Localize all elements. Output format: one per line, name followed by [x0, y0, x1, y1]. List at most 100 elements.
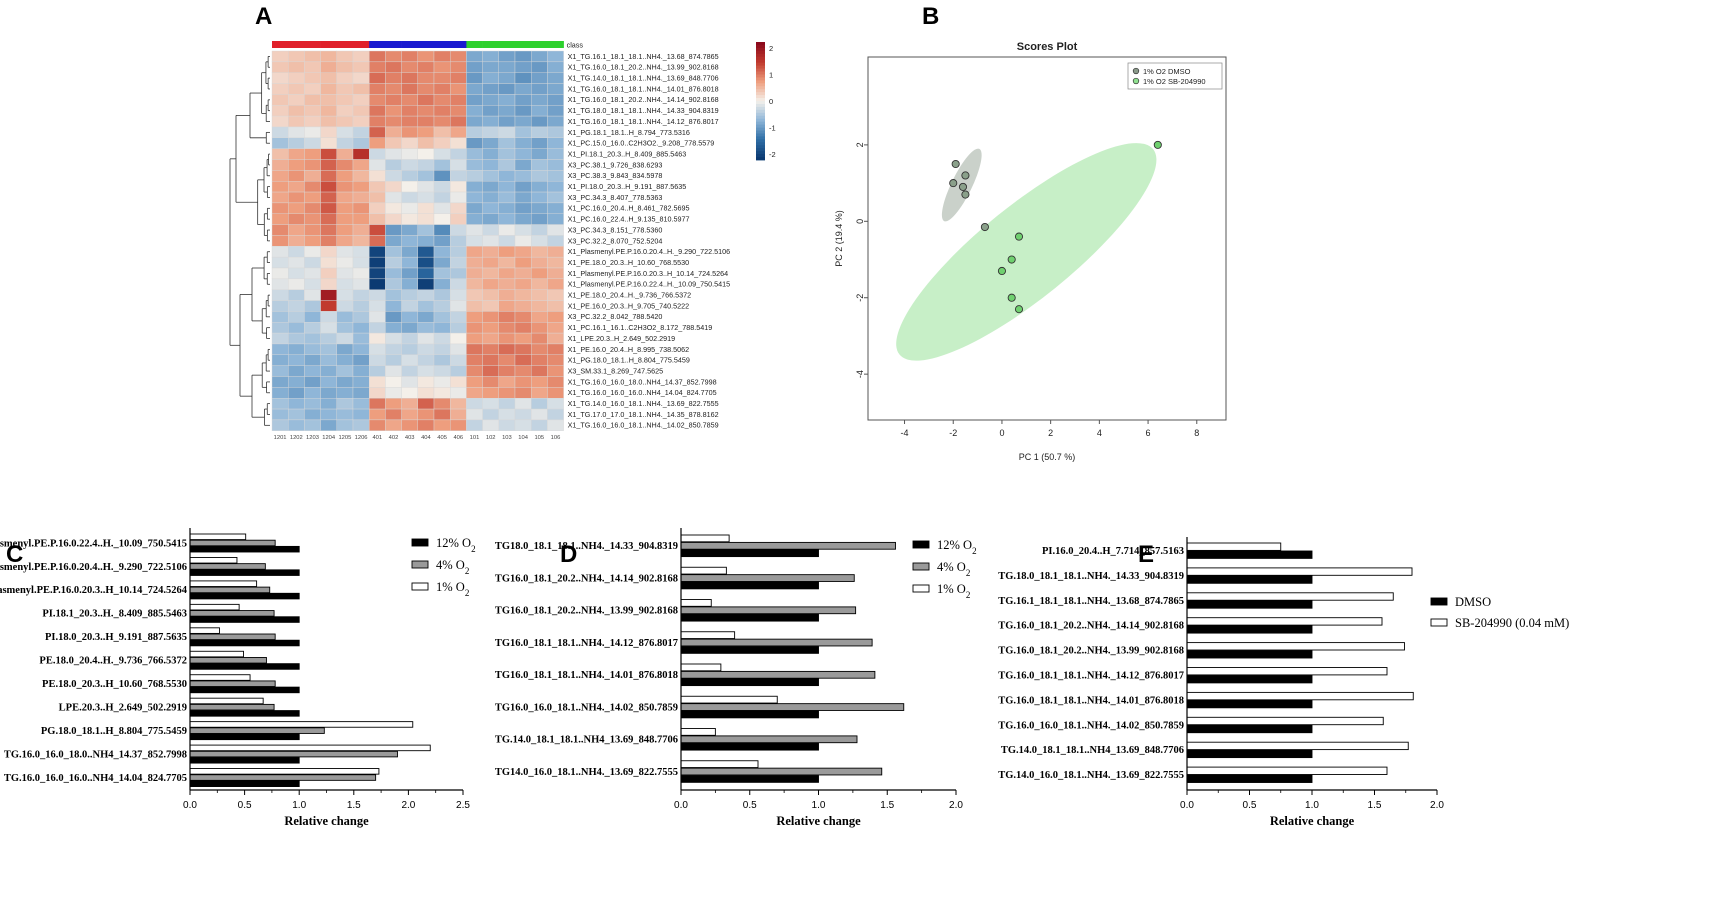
heatmap-cell	[401, 202, 419, 214]
heatmap-cell	[417, 235, 435, 247]
heatmap-cell	[498, 126, 516, 138]
category-label: TG.16.0_16.0_16.0..NH4_14.04_824.7705	[4, 773, 187, 784]
heatmap-cell	[466, 408, 483, 421]
heatmap-cell	[482, 419, 500, 431]
heatmap-cell	[433, 224, 451, 236]
legend-marker	[1132, 67, 1140, 75]
category-label: TG16.0_18.1_18.1..NH4._14.12_876.8017	[495, 638, 678, 649]
bar	[189, 603, 240, 611]
heatmap-cell	[369, 115, 386, 128]
heatmap-cell	[433, 191, 451, 204]
heatmap-cell	[482, 278, 500, 290]
category-label: TG16.0_16.0_18.1..NH4._14.02_850.7859	[495, 702, 678, 713]
bar	[189, 533, 247, 541]
heatmap-cell	[547, 159, 564, 171]
heatmap-cell	[288, 322, 305, 334]
heatmap-cell	[466, 289, 483, 301]
heatmap-cell	[401, 213, 419, 225]
heatmap-row-label: X3_PC.32.2_8.070_752.5204	[568, 236, 663, 245]
heatmap-cell	[304, 289, 321, 301]
heatmap-cell	[271, 105, 289, 117]
heatmap-cell	[498, 300, 516, 312]
heatmap-cell	[304, 376, 321, 388]
heatmap-cell	[482, 267, 500, 280]
heatmap-cell	[450, 137, 467, 149]
heatmap-cell	[433, 170, 451, 182]
heatmap-cell	[369, 398, 386, 410]
heatmap-cell	[320, 332, 338, 345]
bar	[680, 775, 819, 783]
heatmap-cell	[271, 94, 289, 106]
heatmap-cell	[369, 343, 386, 356]
legend-swatch	[411, 582, 429, 591]
heatmap-row-label: X1_PI.18.1_20.3..H_8.409_885.5463	[568, 149, 687, 158]
heatmap-cell	[320, 180, 338, 193]
heatmap-cell	[369, 419, 386, 431]
heatmap-cell	[417, 159, 435, 171]
heatmap-cell	[514, 191, 532, 204]
x-tick-label: 0.0	[674, 800, 688, 811]
heatmap-cell	[531, 289, 548, 301]
class-bar-cell	[417, 41, 435, 48]
heatmap-cell	[288, 332, 305, 345]
heatmap-cell	[271, 354, 289, 366]
heatmap-cell	[369, 105, 386, 117]
heatmap-cell	[417, 332, 435, 345]
heatmap-cell	[450, 235, 467, 247]
legend-swatch	[1430, 618, 1448, 627]
heatmap-cell	[498, 278, 516, 290]
panel-label-d: D	[560, 541, 577, 568]
heatmap-cell	[514, 256, 532, 269]
heatmap-cell	[401, 180, 419, 193]
heatmap-cell	[369, 191, 386, 204]
x-tick-label: 8	[1194, 428, 1199, 438]
heatmap-cell	[466, 105, 483, 117]
bar	[1186, 741, 1409, 751]
heatmap-cell	[385, 50, 402, 63]
heatmap-row-label: X1_Plasmenyl.PE.P.16.0.22.4..H._10.09_75…	[568, 280, 731, 289]
bar	[680, 735, 858, 744]
heatmap-cell	[401, 50, 419, 63]
heatmap-cell	[450, 365, 467, 377]
heatmap-cell	[433, 419, 451, 431]
bar	[680, 760, 759, 769]
x-tick-label: 2.5	[456, 800, 470, 811]
legend-swatch	[912, 584, 930, 593]
bar	[189, 697, 264, 705]
heatmap-cell	[482, 376, 500, 388]
colorbar-segment	[756, 124, 765, 128]
bar	[680, 767, 883, 776]
heatmap-cell	[547, 148, 564, 160]
heatmap-cell	[320, 72, 338, 84]
class-bar-cell	[272, 41, 289, 48]
heatmap-cell	[433, 289, 451, 301]
bar	[680, 613, 819, 622]
bar	[189, 750, 398, 758]
bar	[680, 646, 819, 654]
heatmap-row-label: X1_PC.16.0_22.4..H_9.135_810.5977	[568, 215, 690, 224]
heatmap-cell	[466, 332, 483, 345]
bar	[189, 744, 431, 752]
heatmap-cell	[385, 311, 402, 323]
heatmap-cell	[498, 50, 516, 63]
heatmap-row-label: X3_PC.34.3_8.151_778.5360	[568, 225, 663, 234]
heatmap-cell	[271, 137, 289, 149]
heatmap-cell	[433, 354, 451, 366]
heatmap-cell	[531, 300, 548, 312]
class-bar-cell	[401, 41, 419, 48]
heatmap-cell	[304, 191, 321, 204]
heatmap-cell	[320, 267, 338, 280]
heatmap-cell	[369, 202, 386, 214]
bar	[680, 631, 736, 640]
heatmap-cell	[271, 343, 289, 356]
bar	[680, 606, 857, 615]
heatmap-cell	[498, 224, 516, 236]
heatmap-cell	[498, 289, 516, 301]
heatmap-row-label: X1_PE.18.0_20.4..H._9.736_766.5372	[568, 291, 692, 300]
legend-swatch	[912, 562, 930, 571]
heatmap-cell	[352, 137, 370, 149]
x-tick-label: 0.5	[238, 800, 252, 811]
heatmap-cell	[450, 61, 467, 73]
heatmap-cell	[385, 191, 402, 204]
heatmap-cell	[336, 332, 354, 345]
